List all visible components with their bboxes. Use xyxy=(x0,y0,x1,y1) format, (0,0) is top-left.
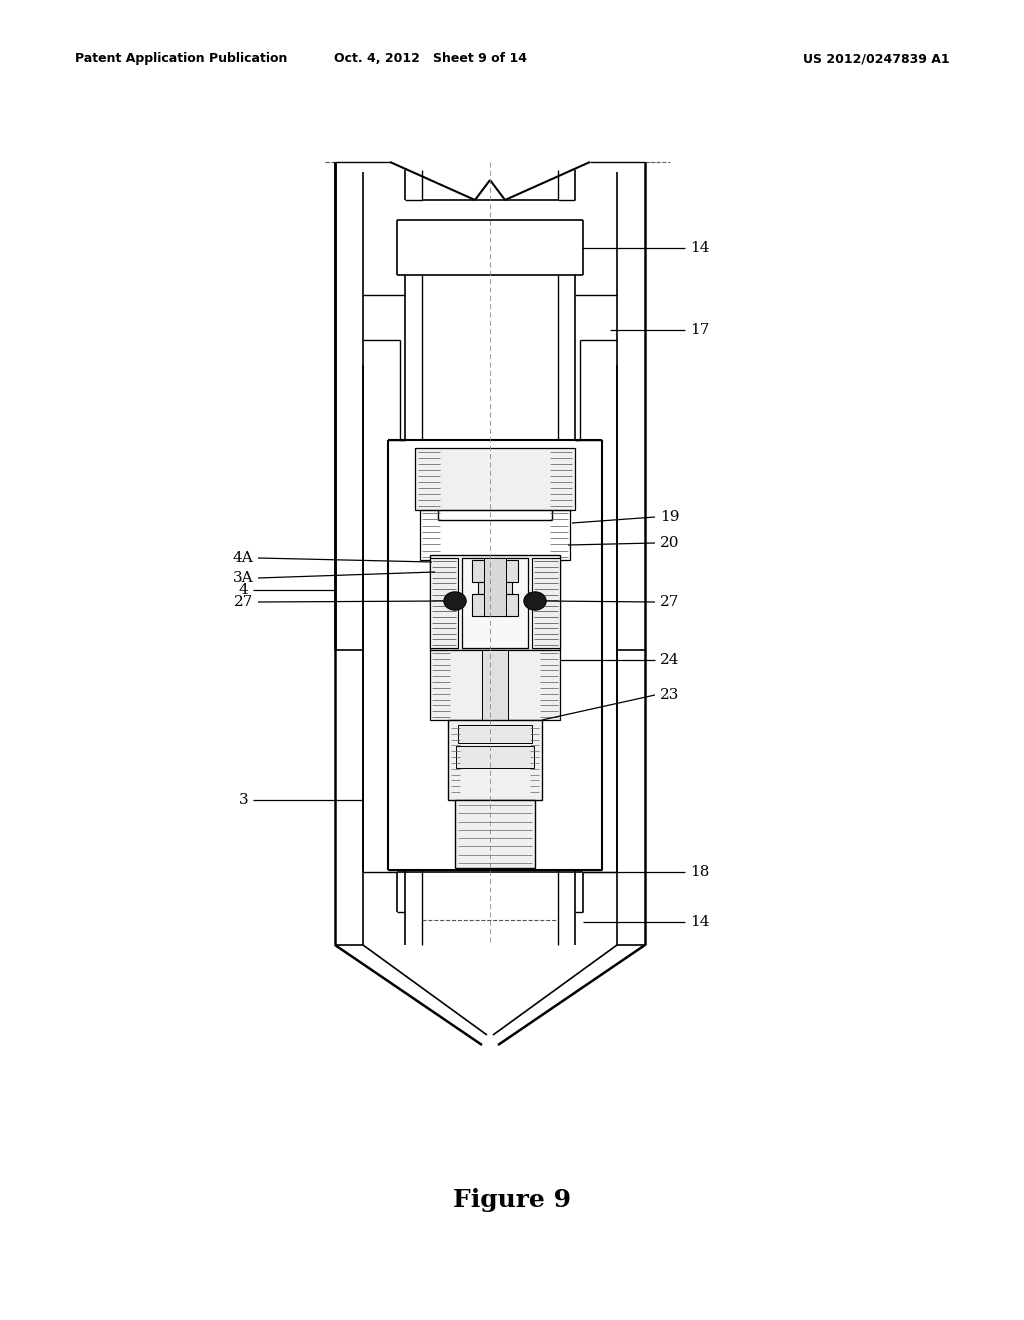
Text: 27: 27 xyxy=(233,595,253,609)
Text: 3: 3 xyxy=(239,793,248,807)
Bar xyxy=(532,558,560,648)
Bar xyxy=(472,594,518,616)
Text: 24: 24 xyxy=(660,653,680,667)
Polygon shape xyxy=(444,591,466,610)
Bar xyxy=(455,800,535,869)
Text: 18: 18 xyxy=(690,865,710,879)
Polygon shape xyxy=(524,591,546,610)
Text: 4: 4 xyxy=(239,583,248,597)
Bar xyxy=(430,558,458,648)
Text: 20: 20 xyxy=(660,536,680,550)
Text: Figure 9: Figure 9 xyxy=(453,1188,571,1212)
Bar xyxy=(449,719,542,800)
Bar xyxy=(456,746,534,768)
Text: Patent Application Publication: Patent Application Publication xyxy=(75,51,288,65)
Bar xyxy=(430,649,560,719)
Text: 23: 23 xyxy=(660,688,679,702)
Text: 3A: 3A xyxy=(232,572,253,585)
Text: 19: 19 xyxy=(660,510,680,524)
Bar xyxy=(415,447,575,510)
Text: 27: 27 xyxy=(660,595,679,609)
Bar xyxy=(472,560,518,582)
Text: US 2012/0247839 A1: US 2012/0247839 A1 xyxy=(804,51,950,65)
Text: Oct. 4, 2012   Sheet 9 of 14: Oct. 4, 2012 Sheet 9 of 14 xyxy=(334,51,526,65)
Text: 14: 14 xyxy=(690,242,710,255)
Bar xyxy=(484,558,506,616)
Bar xyxy=(462,558,528,648)
Text: 4A: 4A xyxy=(232,550,253,565)
Bar xyxy=(478,582,512,594)
Bar xyxy=(420,510,570,560)
Text: 14: 14 xyxy=(690,915,710,929)
Text: 17: 17 xyxy=(690,323,710,337)
Bar xyxy=(482,649,508,719)
Bar xyxy=(458,725,532,743)
Bar xyxy=(430,554,560,649)
